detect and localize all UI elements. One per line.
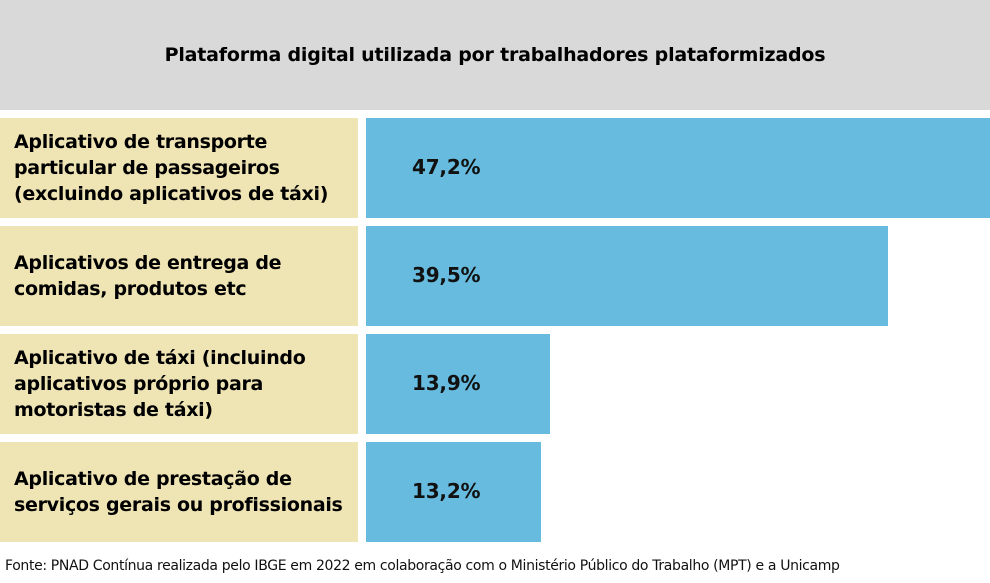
- source-note: Fonte: PNAD Contínua realizada pelo IBGE…: [5, 558, 840, 574]
- bar: [366, 226, 889, 326]
- category-label-line: Aplicativo de transporte: [14, 131, 268, 153]
- category-label-text: Aplicativo de táxi (incluindo aplicativos…: [14, 345, 306, 423]
- category-label-line: motoristas de táxi): [14, 399, 213, 421]
- bar-value-label: 47,2%: [412, 155, 481, 179]
- category-label-line: (excluindo aplicativos de táxi): [14, 183, 329, 205]
- category-label: Aplicativo de táxi (incluindo aplicativos…: [0, 334, 358, 434]
- category-label: Aplicativo de prestação de serviços gerai…: [0, 442, 358, 542]
- category-label-line: Aplicativo de táxi (incluindo: [14, 347, 306, 369]
- bar-value-label: 13,9%: [412, 371, 481, 395]
- category-label-line: particular de passageiros: [14, 157, 280, 179]
- category-label-text: Aplicativo de transporte particular de pa…: [14, 129, 328, 207]
- category-label-text: Aplicativo de prestação de serviços gerai…: [14, 466, 343, 518]
- category-label-line: aplicativos próprio para: [14, 373, 264, 395]
- category-label-line: Aplicativos de entrega de: [14, 252, 282, 274]
- chart-title: Plataforma digital utilizada por trabalh…: [164, 44, 826, 66]
- bar: [366, 118, 990, 218]
- chart-title-bar: Plataforma digital utilizada por trabalh…: [0, 0, 990, 110]
- category-label-line: serviços gerais ou profissionais: [14, 494, 343, 516]
- category-label: Aplicativos de entrega de comidas, produt…: [0, 226, 358, 326]
- category-label-line: comidas, produtos etc: [14, 278, 247, 300]
- category-label-line: Aplicativo de prestação de: [14, 468, 292, 490]
- category-label-text: Aplicativos de entrega de comidas, produt…: [14, 250, 282, 302]
- bar-value-label: 13,2%: [412, 479, 481, 503]
- bar: [366, 442, 541, 542]
- bar-value-label: 39,5%: [412, 263, 481, 287]
- category-label: Aplicativo de transporte particular de pa…: [0, 118, 358, 218]
- bar: [366, 334, 550, 434]
